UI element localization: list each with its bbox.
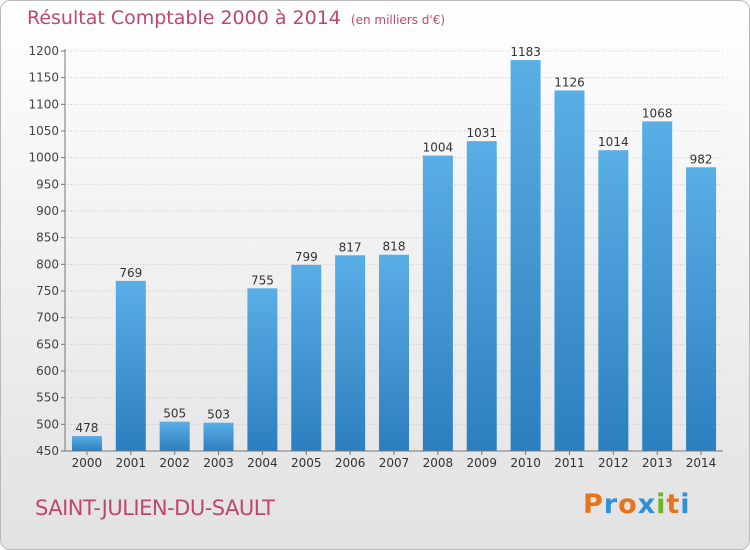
- x-tick-label-2012: 2012: [598, 456, 629, 470]
- value-label-2003: 503: [207, 408, 230, 422]
- bar-2006: [335, 255, 366, 451]
- x-tick-label-2007: 2007: [379, 456, 410, 470]
- value-label-2005: 799: [295, 250, 318, 264]
- bar-2004: [247, 288, 278, 451]
- y-axis-ticks: 450 500 550 600 650 700 750 800 850 900 950 1000 105…: [28, 44, 65, 458]
- logo-letter: r: [603, 489, 619, 520]
- value-label-2002: 505: [163, 407, 186, 421]
- y-tick-label: 1050: [28, 124, 59, 138]
- x-tick-label-2010: 2010: [510, 456, 541, 470]
- title-unit: (en milliers d'€): [350, 13, 446, 27]
- value-label-2012: 1014: [598, 135, 629, 149]
- x-axis-ticks: 2000 2001 2002 2003 2004 2005 2006 2007 2008 2009…: [72, 451, 717, 470]
- y-tick-label: 900: [36, 204, 59, 218]
- logo-letter: P: [583, 489, 604, 520]
- y-tick-label: 1100: [28, 97, 59, 111]
- y-tick-label: 700: [36, 311, 59, 325]
- x-tick-label-2003: 2003: [203, 456, 234, 470]
- bar-2010: [510, 60, 541, 452]
- value-label-2008: 1004: [423, 141, 454, 155]
- bar-2000: [71, 436, 102, 451]
- y-tick-label: 500: [36, 417, 59, 431]
- bar-2009: [466, 141, 497, 451]
- x-tick-label-2009: 2009: [466, 456, 497, 470]
- x-tick-label-2000: 2000: [72, 456, 103, 470]
- bar-2013: [642, 121, 673, 452]
- y-tick-label: 450: [36, 444, 59, 458]
- bar-2008: [422, 155, 453, 452]
- logo-letter: i: [656, 489, 667, 520]
- bar-2011: [554, 90, 585, 451]
- y-tick-label: 1200: [28, 44, 59, 58]
- x-tick-label-2013: 2013: [642, 456, 673, 470]
- bar-2014: [686, 167, 717, 451]
- x-tick-label-2008: 2008: [423, 456, 454, 470]
- value-label-2000: 478: [75, 421, 98, 435]
- logo-letter: i: [680, 489, 691, 520]
- value-labels: 478 769 505 503 755 799 817 818 1004 1031 1183 1126…: [75, 45, 712, 435]
- y-tick-label: 850: [36, 231, 59, 245]
- value-label-2013: 1068: [642, 106, 673, 120]
- logo-letter: o: [618, 489, 638, 520]
- y-tick-label: 950: [36, 177, 59, 191]
- bar-2002: [159, 421, 190, 451]
- value-label-2010: 1183: [510, 45, 541, 59]
- bar-2001: [115, 280, 146, 451]
- bar-2012: [598, 150, 629, 451]
- logo-letter: x: [637, 489, 657, 520]
- x-tick-label-2001: 2001: [116, 456, 147, 470]
- x-tick-label-2014: 2014: [686, 456, 717, 470]
- value-label-2004: 755: [251, 273, 274, 287]
- x-tick-label-2005: 2005: [291, 456, 322, 470]
- y-tick-label: 550: [36, 391, 59, 405]
- y-tick-label: 650: [36, 337, 59, 351]
- value-label-2006: 817: [339, 240, 362, 254]
- commune-name: SAINT-JULIEN-DU-SAULT: [35, 496, 275, 520]
- bar-2005: [291, 264, 322, 451]
- proxiti-logo: Proxiti: [583, 489, 691, 520]
- bar-2003: [203, 422, 234, 451]
- y-tick-label: 800: [36, 257, 59, 271]
- value-label-2009: 1031: [466, 126, 497, 140]
- axes: [64, 49, 723, 452]
- logo-letter: t: [666, 489, 681, 520]
- bars: [71, 60, 717, 452]
- title-text: Résultat Comptable 2000 à 2014: [27, 7, 341, 29]
- y-tick-label: 600: [36, 364, 59, 378]
- x-tick-label-2004: 2004: [247, 456, 278, 470]
- x-tick-label-2006: 2006: [335, 456, 366, 470]
- bar-2007: [379, 254, 409, 451]
- value-label-2007: 818: [383, 240, 406, 254]
- x-tick-label-2002: 2002: [159, 456, 190, 470]
- value-label-2001: 769: [119, 266, 142, 280]
- y-tick-label: 1000: [28, 151, 59, 165]
- value-label-2011: 1126: [554, 75, 585, 89]
- chart-title: Résultat Comptable 2000 à 2014 (en millie…: [27, 7, 445, 29]
- y-tick-label: 750: [36, 284, 59, 298]
- y-tick-label: 1150: [28, 71, 59, 85]
- x-tick-label-2011: 2011: [554, 456, 585, 470]
- value-label-2014: 982: [690, 152, 713, 166]
